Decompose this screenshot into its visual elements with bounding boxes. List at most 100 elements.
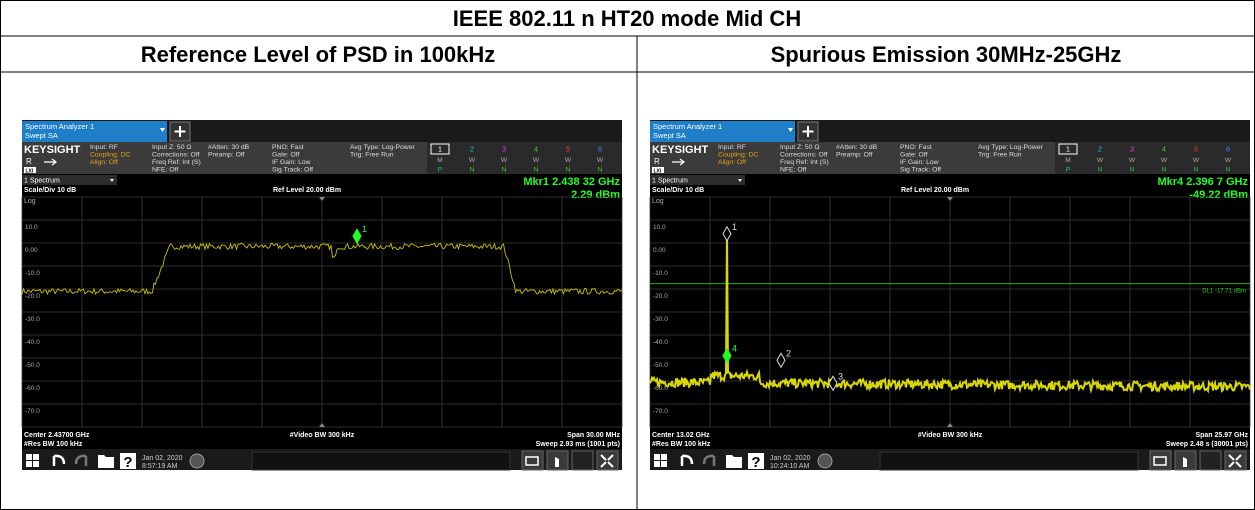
- setting: IF Gain: Low: [272, 159, 311, 166]
- setting: Trig: Free Run: [978, 152, 1022, 159]
- marker: [776, 352, 786, 369]
- setting: Sig Track: Off: [900, 167, 941, 174]
- y-label: -70.0: [25, 408, 40, 415]
- setting: #Atten: 30 dB: [836, 144, 878, 151]
- trace-mode: M: [437, 157, 442, 164]
- undo-icon[interactable]: [52, 454, 66, 466]
- trace-number: 6: [598, 145, 602, 154]
- trace-mode: W: [1129, 157, 1136, 164]
- marker: [828, 375, 838, 392]
- setting: Corrections: Off: [152, 152, 200, 159]
- marker-label: 3: [838, 371, 843, 381]
- y-label: -50.0: [25, 362, 40, 369]
- marker-readout: -49.22 dBm: [1189, 189, 1248, 201]
- trace-mode: W: [469, 157, 476, 164]
- marker-label: 2: [786, 348, 791, 358]
- trace-detector: N: [502, 167, 507, 174]
- trace: [649, 233, 1251, 395]
- y-label: 0.00: [653, 247, 666, 254]
- y-label: -60.0: [653, 385, 668, 392]
- windows-icon[interactable]: [654, 454, 667, 467]
- mode: R: [654, 157, 660, 166]
- setting: Freq Ref: Int (S): [152, 159, 201, 166]
- marker: [352, 228, 362, 245]
- undo-icon[interactable]: [680, 454, 694, 466]
- setting: Avg Type: Log-Power: [350, 144, 415, 151]
- setting: PNO: Fast: [272, 144, 304, 151]
- trace-panel: [427, 142, 622, 174]
- tab: [650, 121, 795, 142]
- marker-label: 1: [732, 222, 737, 232]
- trace-mode: W: [533, 157, 540, 164]
- trace-panel: [1055, 142, 1250, 174]
- lxi: LXI: [26, 168, 34, 174]
- setting: Gate: Off: [272, 152, 300, 159]
- column-header: Spurious Emission 30MHz-25GHz: [771, 42, 1122, 67]
- redo-icon[interactable]: [702, 454, 716, 466]
- tool-button[interactable]: [1224, 450, 1247, 471]
- setting: #Atten: 30 dB: [208, 144, 250, 151]
- setting: Corrections: Off: [780, 152, 828, 159]
- y-label: -70.0: [653, 408, 668, 415]
- setting: Avg Type: Log-Power: [978, 144, 1043, 151]
- window-selector[interactable]: [22, 175, 117, 185]
- trace-number: 4: [1162, 145, 1166, 154]
- date: Jan 02, 2020: [770, 455, 811, 462]
- footer-text: Span 25.97 GHz: [1195, 432, 1248, 439]
- time: 8:57:19 AM: [142, 463, 178, 470]
- y-label: -30.0: [653, 316, 668, 323]
- help-button[interactable]: [120, 453, 136, 469]
- setting: IF Gain: Low: [900, 159, 939, 166]
- tool-button[interactable]: [521, 450, 544, 471]
- trace-number: 1: [1066, 145, 1070, 154]
- setting: Sig Track: Off: [272, 167, 313, 174]
- y-label: -20.0: [653, 293, 668, 300]
- tool-button[interactable]: [596, 450, 619, 471]
- marker-readout: Mkr4 2.396 7 GHz: [1158, 176, 1249, 188]
- tab-dropdown: [788, 128, 793, 132]
- help-button[interactable]: [748, 453, 764, 469]
- trace-number: 6: [1226, 145, 1230, 154]
- setting: Preamp: Off: [208, 152, 245, 159]
- lxi: LXI: [654, 168, 662, 174]
- tab-subtitle: Swept SA: [25, 131, 58, 140]
- status-field: [879, 451, 1139, 471]
- info-bar: [650, 142, 1055, 174]
- trace-mode: W: [1193, 157, 1200, 164]
- redo-icon[interactable]: [74, 454, 88, 466]
- setting: NFE: Off: [152, 167, 178, 174]
- input-setting: Coupling: DC: [90, 152, 131, 159]
- window-dropdown: [110, 179, 114, 182]
- message-icon: [189, 453, 205, 469]
- input-setting: Align: Off: [90, 159, 118, 166]
- windows-icon[interactable]: [26, 454, 39, 467]
- y-label: -40.0: [25, 339, 40, 346]
- trace-mode: W: [565, 157, 572, 164]
- folder-icon[interactable]: [98, 455, 114, 468]
- marker-label: 4: [732, 344, 737, 354]
- tool-button[interactable]: [1149, 450, 1172, 471]
- footer-text: Span 30.00 MHz: [567, 432, 620, 439]
- trace-detector: N: [1194, 167, 1199, 174]
- trace: [21, 242, 623, 296]
- trace-number: 1: [438, 145, 442, 154]
- input-icon: [44, 158, 57, 166]
- y-label: -10.0: [25, 270, 40, 277]
- setting: Freq Ref: Int (S): [780, 159, 829, 166]
- footer-text: Center 2.43700 GHz: [24, 432, 90, 439]
- keyboard-icon: [1153, 456, 1167, 466]
- footer-text: #Res BW 100 kHz: [24, 441, 83, 448]
- y-label: -50.0: [653, 362, 668, 369]
- setting: Gate: Off: [900, 152, 928, 159]
- plus-icon: [802, 126, 814, 137]
- window-selector[interactable]: [650, 175, 745, 185]
- trace-number: 2: [470, 145, 474, 154]
- help-icon: ?: [751, 454, 760, 471]
- tool-button[interactable]: [1199, 450, 1222, 471]
- y-label: 10.0: [25, 224, 38, 231]
- tool-button[interactable]: [571, 450, 594, 471]
- trace-number: 2: [1098, 145, 1102, 154]
- folder-icon[interactable]: [726, 455, 742, 468]
